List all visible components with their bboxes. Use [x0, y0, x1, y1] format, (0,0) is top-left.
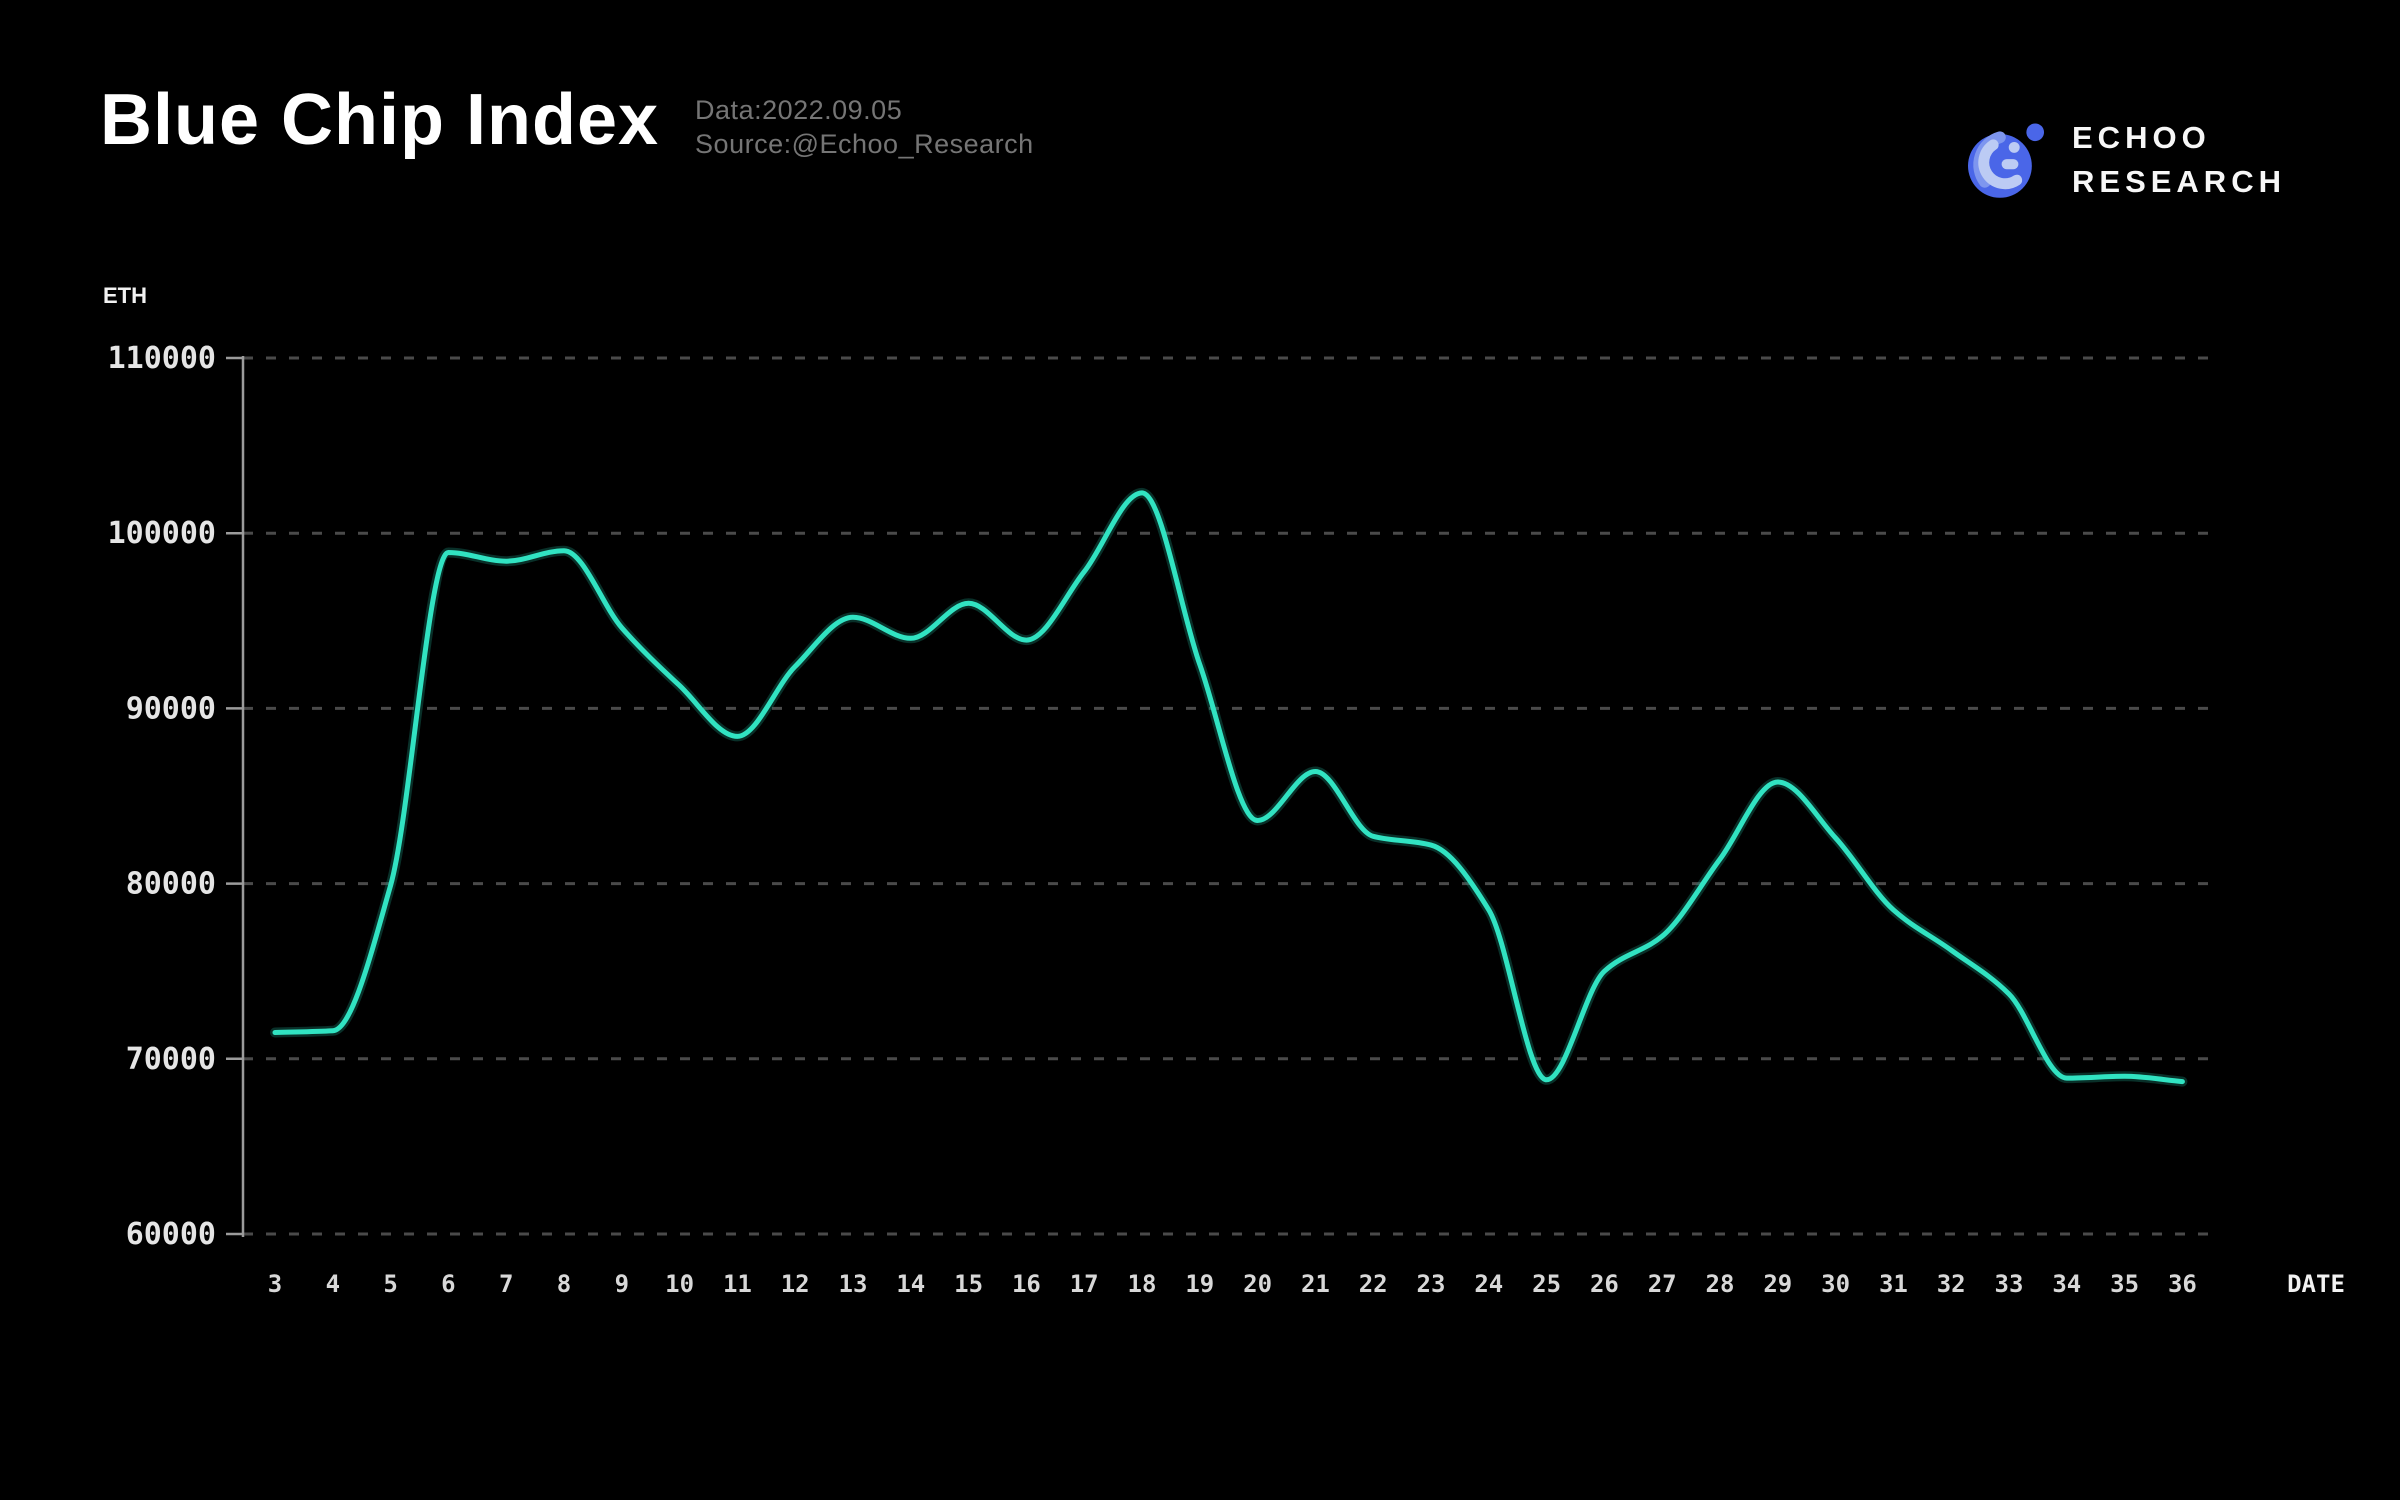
- header: Blue Chip Index Data:2022.09.05 Source:@…: [100, 84, 1034, 162]
- x-tick-label-19: 19: [1185, 1270, 1214, 1298]
- x-tick-label-14: 14: [896, 1270, 925, 1298]
- echoo-logo-icon: [1968, 123, 2045, 198]
- x-tick-label-33: 33: [1995, 1270, 2024, 1298]
- data-date-label: Data:2022.09.05: [695, 95, 903, 125]
- y-tick-label-60000: 60000: [126, 1217, 216, 1252]
- x-tick-label-24: 24: [1474, 1270, 1503, 1298]
- x-tick-label-5: 5: [383, 1270, 397, 1298]
- x-tick-label-30: 30: [1821, 1270, 1850, 1298]
- x-tick-label-34: 34: [2052, 1270, 2081, 1298]
- x-tick-label-15: 15: [954, 1270, 983, 1298]
- x-tick-label-8: 8: [557, 1270, 571, 1298]
- subtitle: Data:2022.09.05 Source:@Echoo_Research: [695, 94, 1034, 162]
- x-tick-label-27: 27: [1648, 1270, 1677, 1298]
- brand-name: ECHOO RESEARCH: [2072, 116, 2286, 204]
- x-tick-label-17: 17: [1070, 1270, 1099, 1298]
- brand-name-line1: ECHOO: [2072, 120, 2211, 155]
- y-axis-unit-label: ETH: [103, 283, 147, 308]
- y-tick-label-110000: 110000: [108, 341, 216, 376]
- source-label: Source:@Echoo_Research: [695, 128, 1034, 159]
- x-tick-label-22: 22: [1359, 1270, 1388, 1298]
- x-tick-label-7: 7: [499, 1270, 513, 1298]
- x-tick-label-20: 20: [1243, 1270, 1272, 1298]
- index-line-glow: [270, 487, 2188, 1087]
- y-tick-label-100000: 100000: [108, 516, 216, 551]
- x-tick-label-11: 11: [723, 1270, 752, 1298]
- y-tick-label-70000: 70000: [126, 1042, 216, 1077]
- x-tick-label-18: 18: [1128, 1270, 1157, 1298]
- x-tick-label-26: 26: [1590, 1270, 1619, 1298]
- x-tick-label-31: 31: [1879, 1270, 1908, 1298]
- x-tick-label-36: 36: [2168, 1270, 2197, 1298]
- x-tick-label-16: 16: [1012, 1270, 1041, 1298]
- brand-name-line2: RESEARCH: [2072, 164, 2286, 200]
- x-tick-label-21: 21: [1301, 1270, 1330, 1298]
- x-tick-label-13: 13: [839, 1270, 868, 1298]
- x-tick-label-9: 9: [615, 1270, 629, 1298]
- x-tick-label-25: 25: [1532, 1270, 1561, 1298]
- x-tick-label-32: 32: [1937, 1270, 1966, 1298]
- x-tick-label-35: 35: [2110, 1270, 2139, 1298]
- x-tick-label-12: 12: [781, 1270, 810, 1298]
- x-axis-title: DATE: [2287, 1270, 2345, 1298]
- x-tick-label-10: 10: [665, 1270, 694, 1298]
- echoo-logo: ECHOO RESEARCH: [1968, 116, 2286, 204]
- page-title: Blue Chip Index: [100, 80, 660, 160]
- x-tick-label-28: 28: [1706, 1270, 1735, 1298]
- x-tick-label-3: 3: [268, 1270, 282, 1298]
- x-tick-label-4: 4: [326, 1270, 340, 1298]
- x-tick-label-23: 23: [1417, 1270, 1446, 1298]
- y-tick-label-90000: 90000: [126, 691, 216, 726]
- y-tick-label-80000: 80000: [126, 867, 216, 902]
- x-tick-label-6: 6: [441, 1270, 455, 1298]
- x-tick-label-29: 29: [1763, 1270, 1792, 1298]
- index-line-series: [272, 490, 2185, 1085]
